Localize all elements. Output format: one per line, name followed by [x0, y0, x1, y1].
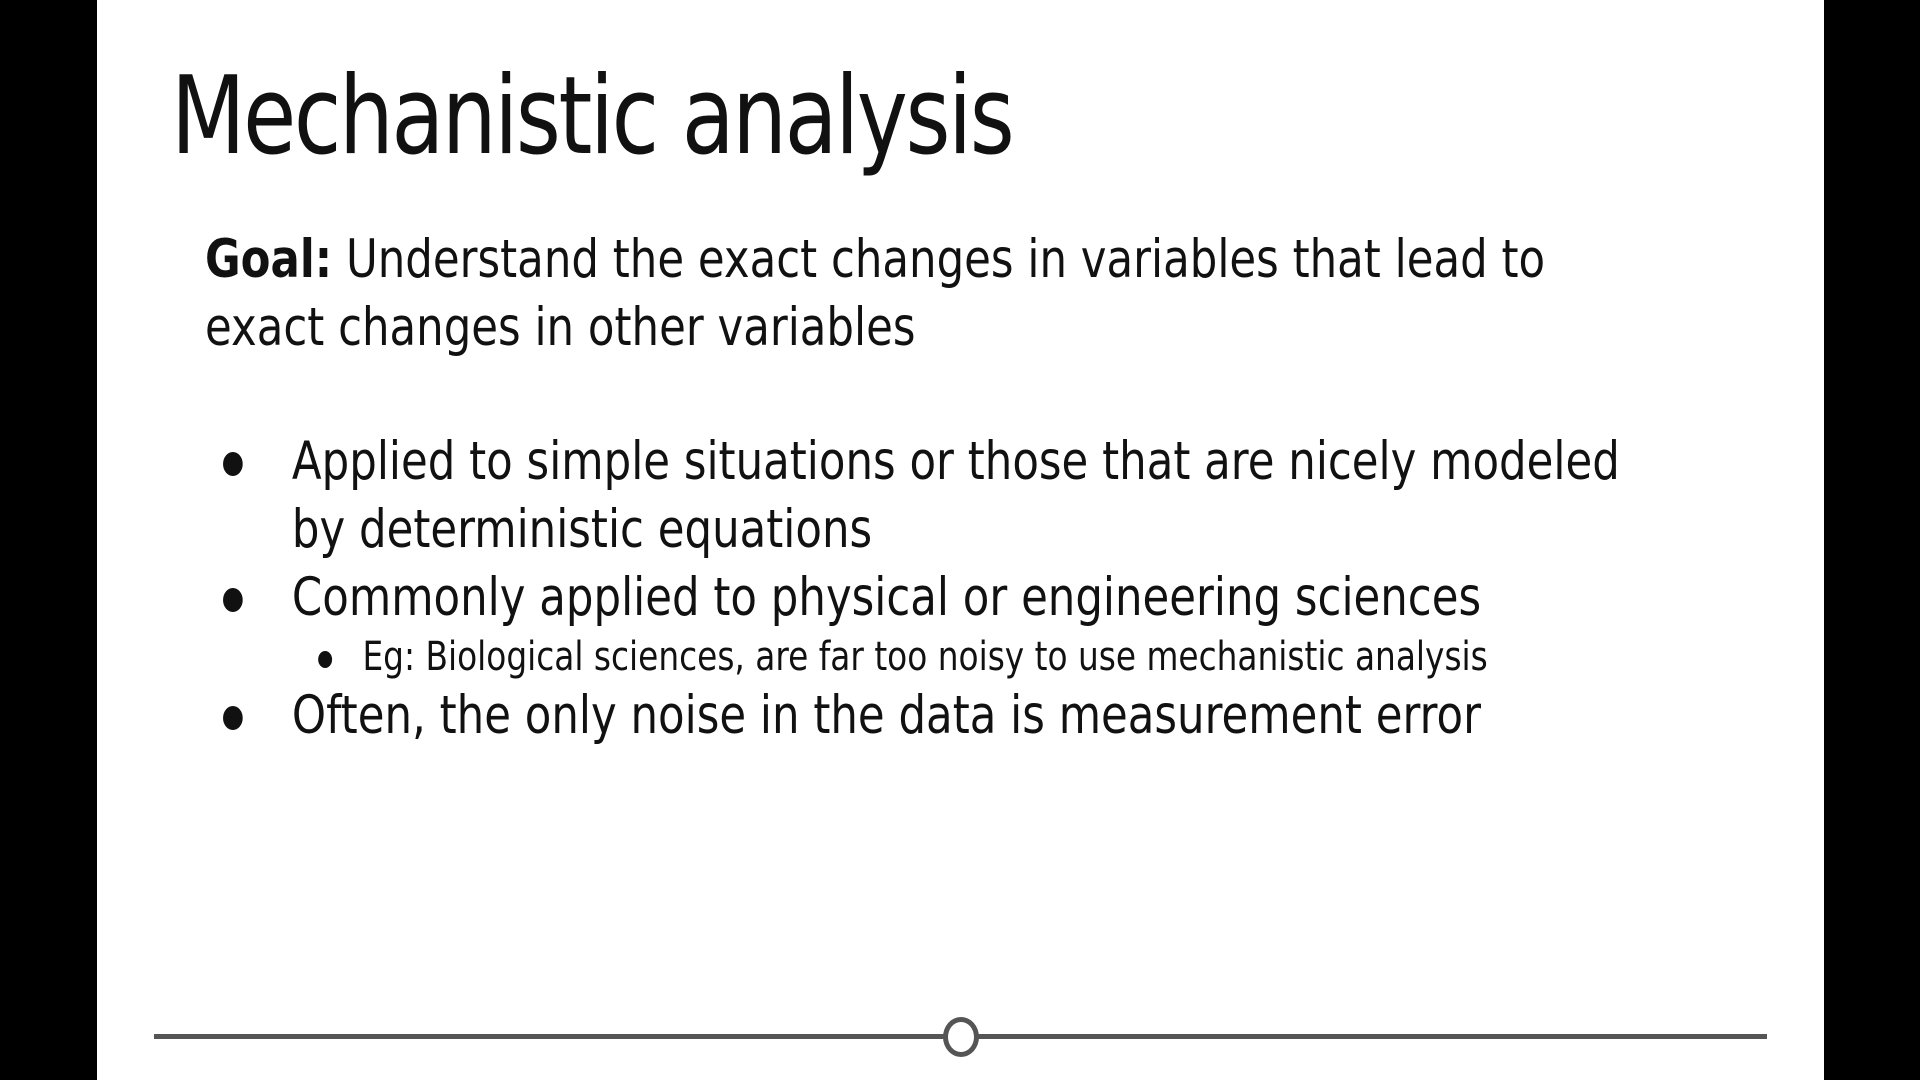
bullet-list: Applied to simple situations or those th… [205, 428, 1640, 750]
slide-title: Mechanistic analysis [171, 54, 1015, 179]
bullet-item: Applied to simple situations or those th… [205, 428, 1640, 564]
bullet-text: Often, the only noise in the data is mea… [291, 685, 1481, 746]
goal-statement: Goal: Understand the exact changes in va… [205, 226, 1558, 362]
sub-bullet-list: Eg: Biological sciences, are far too noi… [292, 632, 1640, 682]
bullet-item: Often, the only noise in the data is mea… [205, 682, 1640, 750]
goal-label: Goal: [205, 229, 333, 290]
sub-bullet-item: Eg: Biological sciences, are far too noi… [292, 632, 1640, 682]
goal-text: Understand the exact changes in variable… [205, 229, 1546, 358]
sub-bullet-dot-icon [318, 651, 333, 668]
sub-bullet-text: Eg: Biological sciences, are far too noi… [362, 634, 1488, 680]
bullet-item: Commonly applied to physical or engineer… [205, 564, 1640, 682]
bullet-dot-icon [223, 706, 243, 730]
bullet-text: Commonly applied to physical or engineer… [291, 567, 1482, 628]
bullet-dot-icon [223, 588, 243, 612]
bullet-dot-icon [223, 452, 243, 476]
bullet-text: Applied to simple situations or those th… [291, 431, 1620, 560]
progress-knob[interactable] [942, 1017, 979, 1057]
slide: Mechanistic analysis Goal: Understand th… [97, 0, 1824, 1080]
